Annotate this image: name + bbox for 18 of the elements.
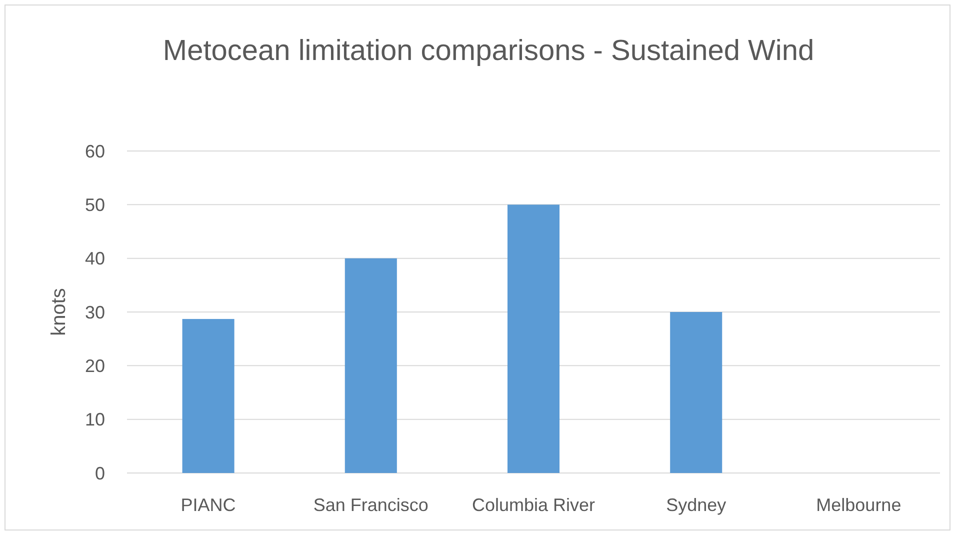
y-tick-label: 10 [84, 410, 105, 430]
y-tick-label: 60 [84, 141, 105, 162]
y-tick-label: 30 [84, 302, 105, 322]
bar [507, 204, 560, 473]
y-tick-label: 50 [84, 194, 105, 215]
bar [182, 318, 234, 473]
bar [344, 258, 397, 473]
y-axis-title: knots [48, 288, 70, 336]
x-tick-label: San Francisco [313, 495, 428, 515]
y-tick-label: 0 [94, 463, 105, 484]
x-tick-label: PIANC [180, 495, 236, 515]
y-tick-label: 20 [84, 356, 105, 376]
y-tick-label: 40 [84, 248, 105, 269]
x-tick-label: Columbia River [472, 495, 596, 515]
x-tick-label: Melbourne [816, 495, 902, 515]
x-tick-label: Sydney [666, 495, 726, 515]
bar [670, 312, 722, 473]
chart-title: Metocean limitation comparisons - Sustained Wind [162, 35, 814, 67]
